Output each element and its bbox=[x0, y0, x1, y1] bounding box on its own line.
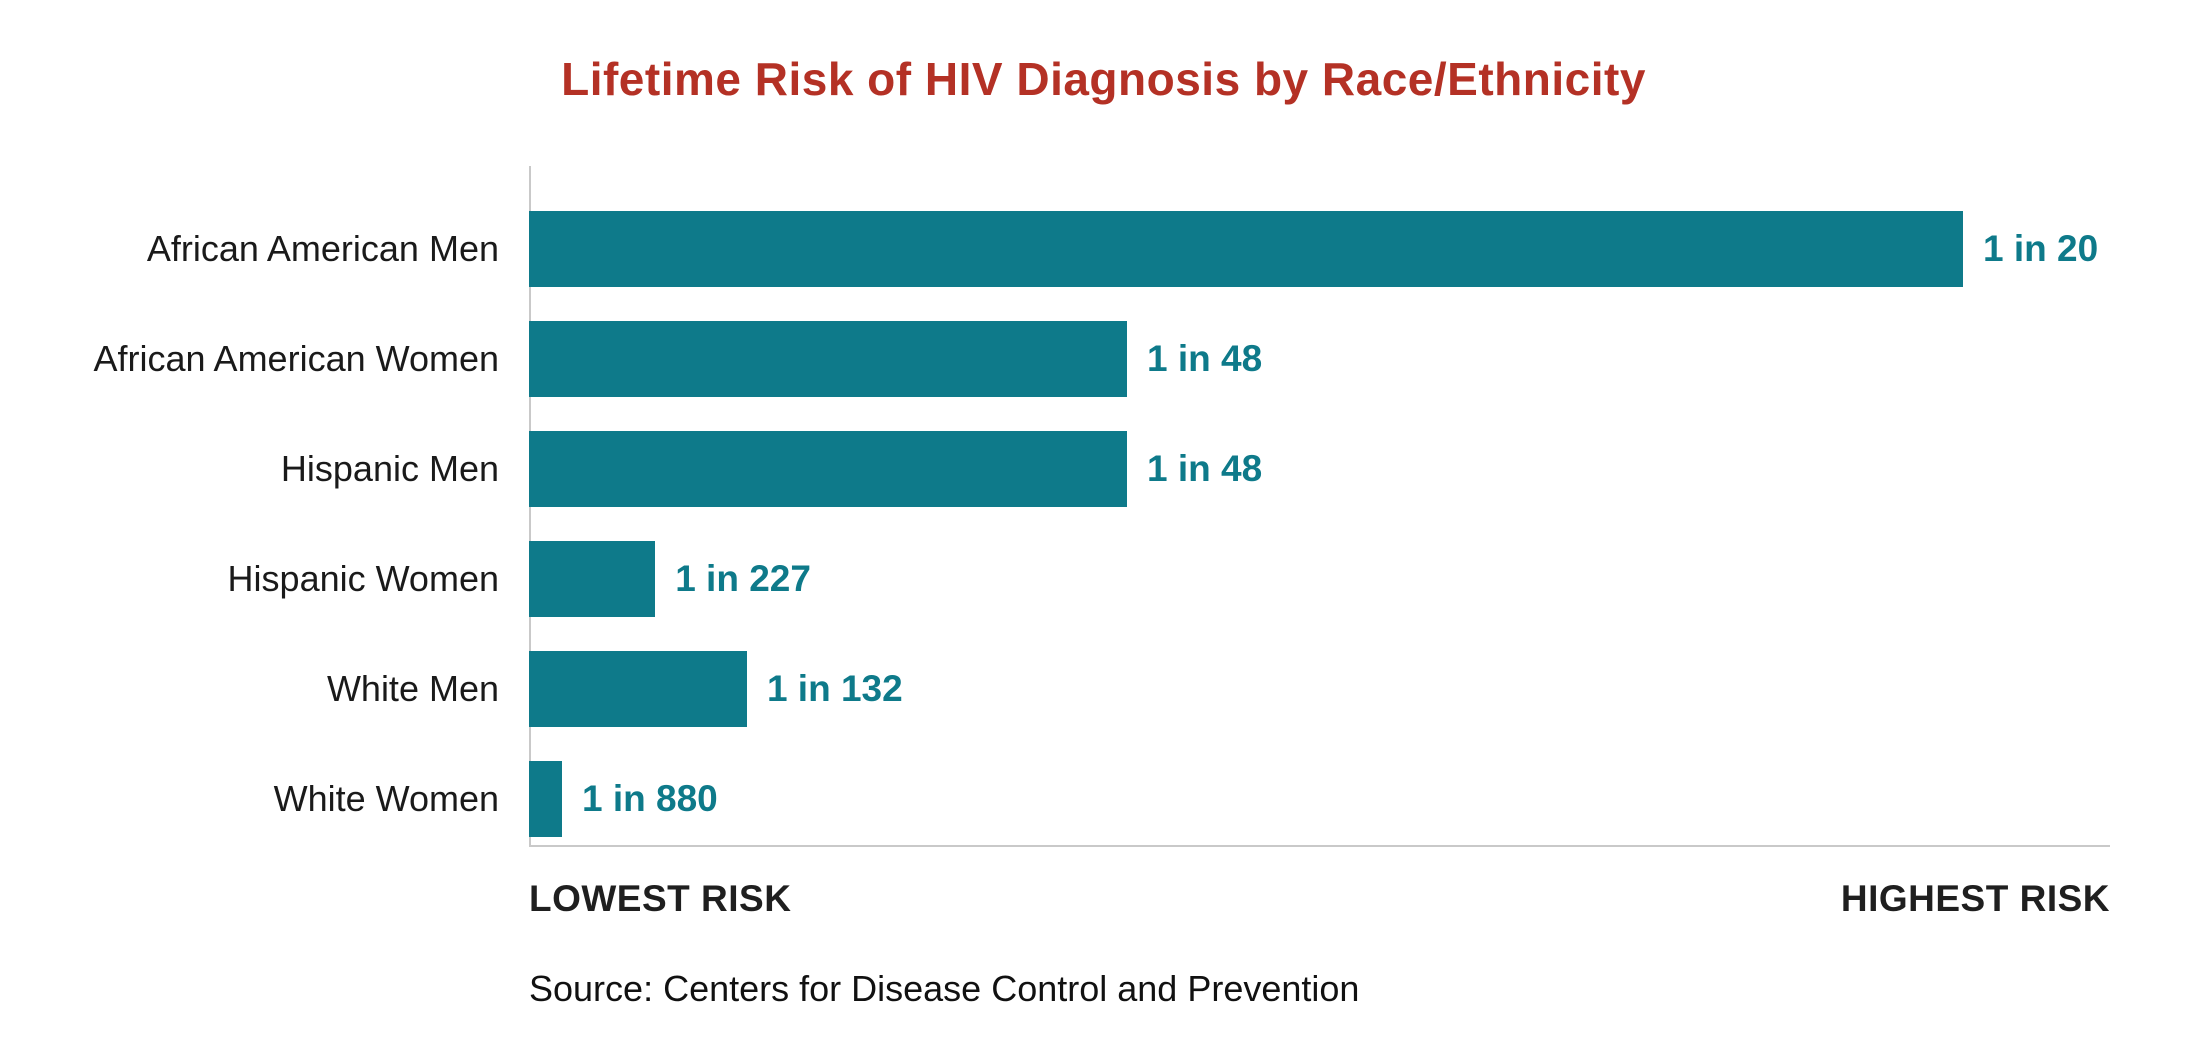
category-label: Hispanic Women bbox=[227, 558, 499, 599]
category-label: Hispanic Men bbox=[280, 448, 499, 489]
bar bbox=[529, 541, 656, 617]
chart-row: African American Men 1 in 20 bbox=[0, 211, 2207, 287]
bar-value-label: 1 in 132 bbox=[766, 668, 903, 709]
bar-track: 1 in 20 bbox=[529, 211, 2098, 287]
bar-track: 1 in 48 bbox=[529, 321, 1963, 397]
category-label: White Men bbox=[326, 668, 499, 709]
category-label: African American Women bbox=[93, 338, 500, 379]
x-axis-line bbox=[529, 845, 2110, 847]
bar-track: 1 in 227 bbox=[529, 541, 1963, 617]
x-axis-labels: LOWEST RISK HIGHEST RISK bbox=[529, 878, 2110, 920]
bar bbox=[529, 651, 747, 727]
chart-row: White Women 1 in 880 bbox=[0, 761, 2207, 837]
bar bbox=[529, 761, 562, 837]
chart-row: White Men 1 in 132 bbox=[0, 651, 2207, 727]
highest-risk-label: HIGHEST RISK bbox=[1840, 878, 2110, 919]
bar bbox=[529, 211, 1963, 287]
chart-title: Lifetime Risk of HIV Diagnosis by Race/E… bbox=[561, 53, 1646, 105]
bar bbox=[529, 321, 1127, 397]
category-label: White Women bbox=[273, 778, 499, 819]
bar-rows: African American Men 1 in 20 African Ame… bbox=[0, 211, 2207, 837]
bar-value-label: 1 in 20 bbox=[1983, 228, 2099, 269]
category-label: African American Men bbox=[146, 228, 499, 269]
bar-track: 1 in 132 bbox=[529, 651, 1963, 727]
bar bbox=[529, 431, 1127, 507]
source-attribution: Source: Centers for Disease Control and … bbox=[529, 968, 1360, 1009]
chart-row: African American Women 1 in 48 bbox=[0, 321, 2207, 397]
chart-row: Hispanic Men 1 in 48 bbox=[0, 431, 2207, 507]
bar-value-label: 1 in 48 bbox=[1146, 338, 1263, 379]
bar-track: 1 in 880 bbox=[529, 761, 1963, 837]
chart-row: Hispanic Women 1 in 227 bbox=[0, 541, 2207, 617]
bar-value-label: 1 in 48 bbox=[1146, 448, 1263, 489]
bar-value-label: 1 in 880 bbox=[581, 778, 718, 819]
bar-value-label: 1 in 227 bbox=[675, 558, 811, 599]
bar-track: 1 in 48 bbox=[529, 431, 1963, 507]
lowest-risk-label: LOWEST RISK bbox=[529, 878, 792, 919]
